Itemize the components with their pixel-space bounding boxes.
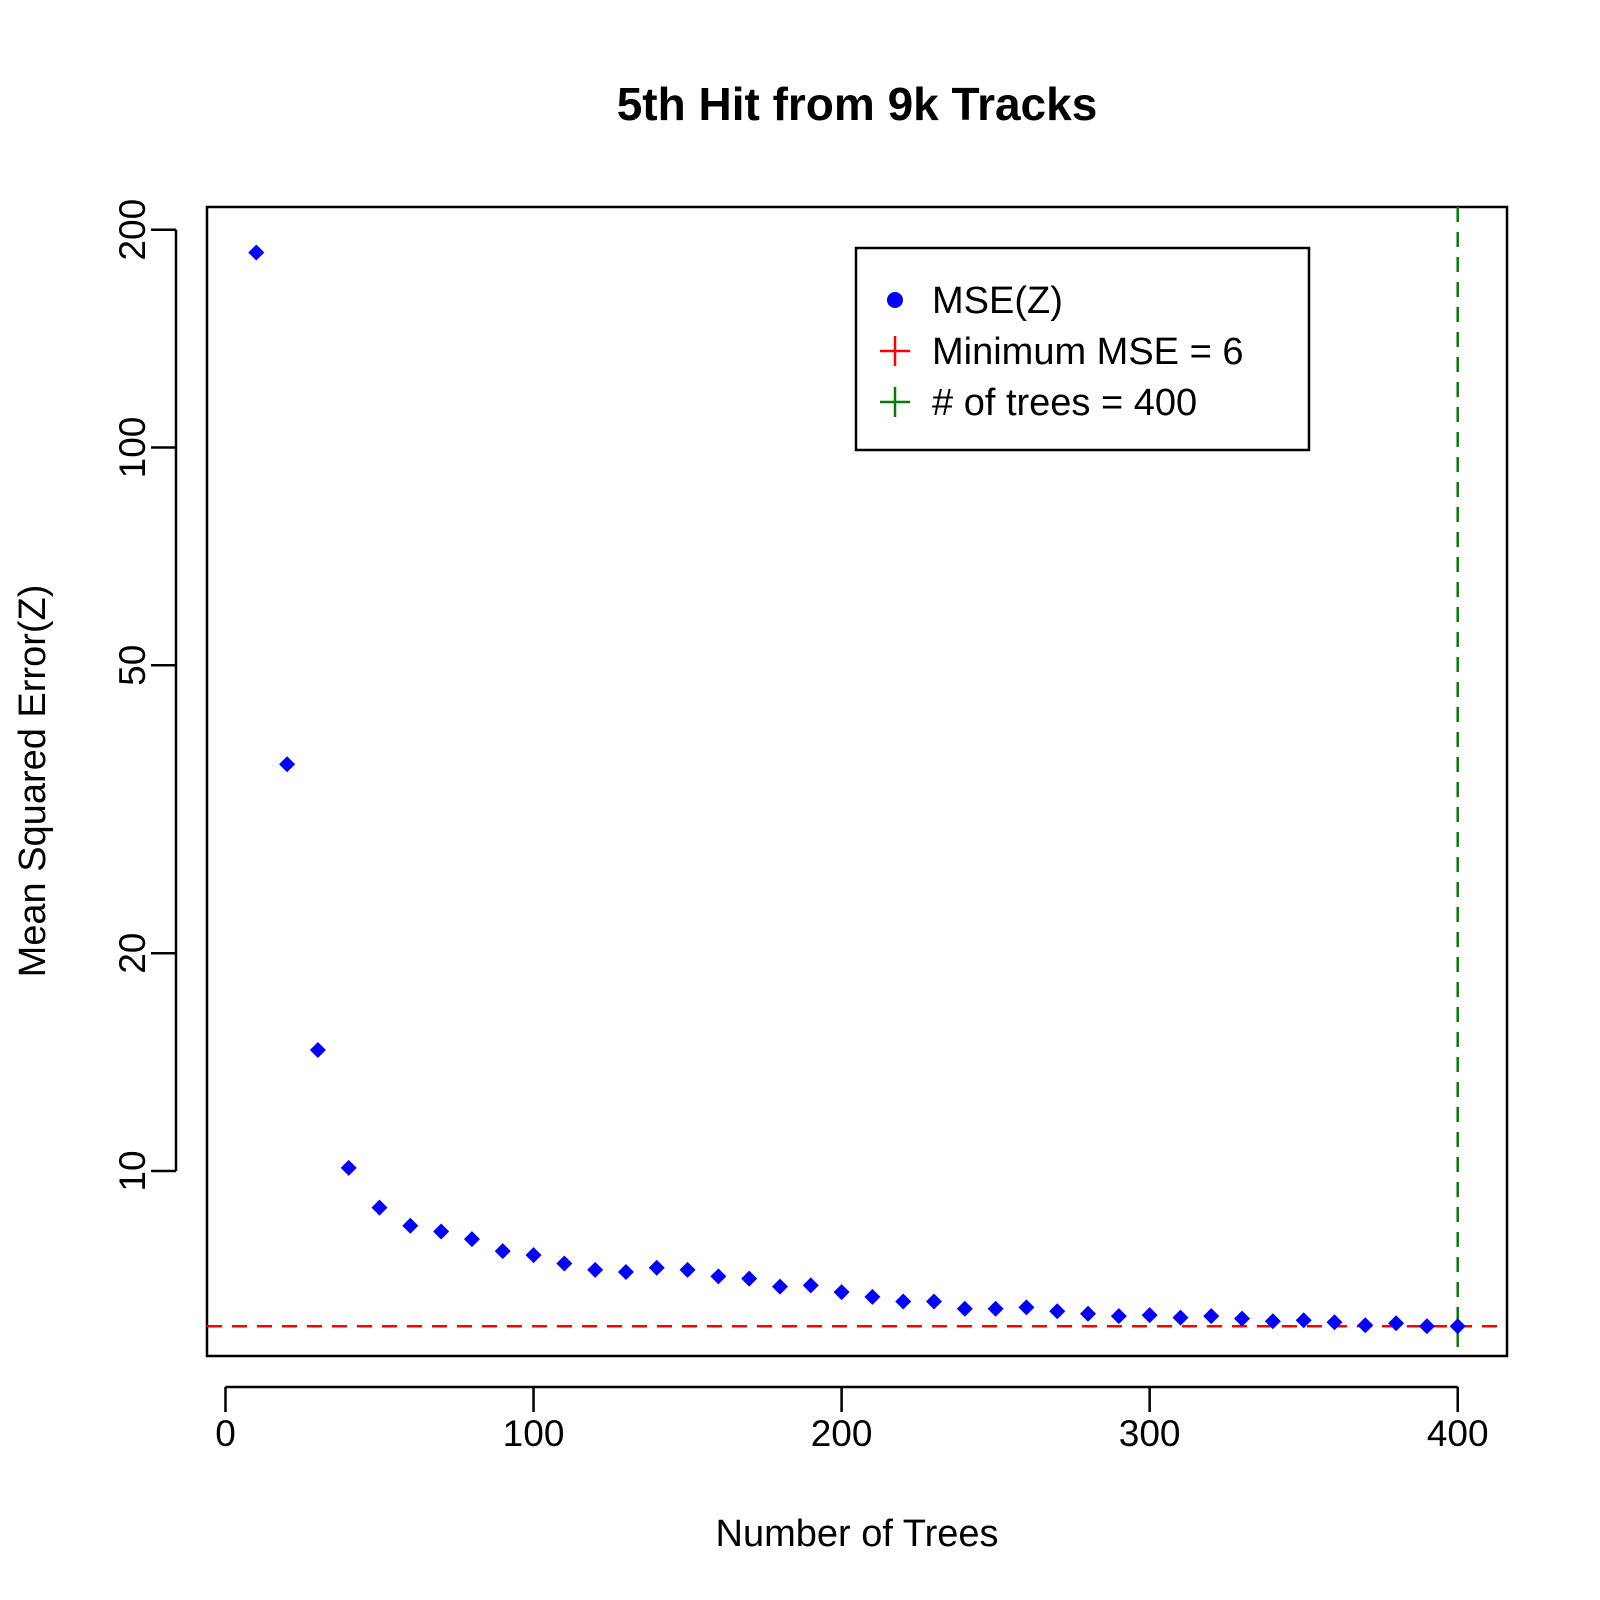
x-axis-label: Number of Trees <box>716 1513 999 1555</box>
legend: MSE(Z) Minimum MSE = 6 # of trees = 400 <box>854 246 1311 452</box>
data-point <box>1326 1314 1343 1331</box>
data-point <box>1418 1318 1435 1335</box>
data-point <box>494 1243 511 1260</box>
data-point <box>1295 1312 1312 1329</box>
data-point <box>248 244 265 261</box>
reference-lines <box>207 207 1507 1356</box>
y-tick-label: 10 <box>112 1150 153 1191</box>
data-point <box>309 1041 326 1058</box>
data-point <box>1172 1309 1189 1326</box>
data-point <box>1018 1299 1035 1316</box>
data-point <box>1357 1317 1374 1334</box>
data-point <box>1203 1308 1220 1325</box>
data-point <box>279 756 296 773</box>
data-point <box>1234 1310 1251 1327</box>
plot-frame <box>205 205 1509 1358</box>
data-point <box>741 1270 758 1287</box>
x-tick-label: 100 <box>503 1413 565 1454</box>
data-points <box>248 244 1466 1335</box>
data-point <box>1141 1307 1158 1324</box>
data-point <box>926 1293 943 1310</box>
x-axis: 0 100 200 300 400 <box>215 1385 1489 1454</box>
data-point <box>679 1261 696 1278</box>
data-point <box>1080 1305 1097 1322</box>
data-point <box>802 1277 819 1294</box>
legend-label: MSE(Z) <box>932 280 1063 322</box>
data-point <box>987 1300 1004 1317</box>
data-point <box>771 1278 788 1295</box>
data-point <box>525 1247 542 1264</box>
data-point <box>956 1300 973 1317</box>
data-point <box>648 1259 665 1276</box>
legend-plus-icon <box>880 387 910 417</box>
data-point <box>587 1261 604 1278</box>
data-point <box>1049 1303 1066 1320</box>
data-point <box>833 1284 850 1301</box>
data-point <box>1449 1318 1466 1335</box>
data-point <box>371 1199 388 1216</box>
legend-plus-icon <box>880 336 910 366</box>
data-point <box>710 1268 727 1285</box>
legend-label: Minimum MSE = 6 <box>932 331 1243 373</box>
data-point <box>1110 1308 1127 1325</box>
legend-label: # of trees = 400 <box>932 382 1197 424</box>
chart-title: 5th Hit from 9k Tracks <box>617 78 1098 130</box>
x-tick-label: 400 <box>1427 1413 1489 1454</box>
data-point <box>895 1293 912 1310</box>
data-point <box>617 1264 634 1281</box>
data-point <box>1264 1313 1281 1330</box>
x-tick-label: 300 <box>1119 1413 1181 1454</box>
x-tick-label: 200 <box>811 1413 873 1454</box>
legend-dot-icon <box>887 292 903 308</box>
data-point <box>556 1255 573 1272</box>
y-axis-label: Mean Squared Error(Z) <box>12 585 54 978</box>
y-tick-label: 20 <box>112 933 153 974</box>
y-axis: 10 20 50 100 200 <box>112 199 178 1192</box>
y-tick-label: 200 <box>112 199 153 261</box>
data-point <box>340 1159 357 1176</box>
x-tick-label: 0 <box>215 1413 236 1454</box>
y-tick-label: 50 <box>112 645 153 686</box>
y-tick-label: 100 <box>112 417 153 479</box>
data-point <box>402 1217 419 1234</box>
data-point <box>1388 1315 1405 1332</box>
data-point <box>433 1223 450 1240</box>
data-point <box>463 1231 480 1248</box>
legend-box <box>854 246 1311 452</box>
data-point <box>864 1288 881 1305</box>
